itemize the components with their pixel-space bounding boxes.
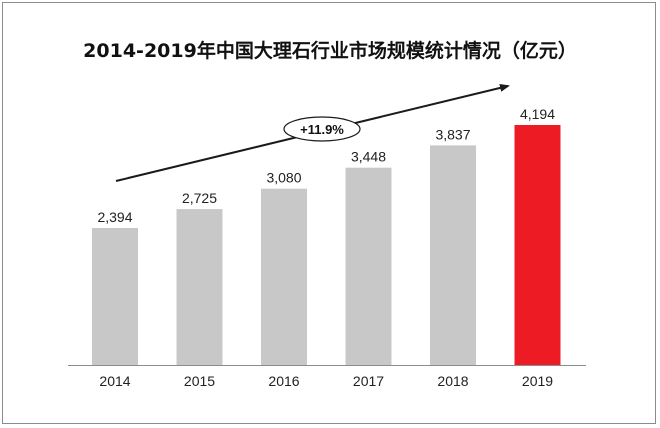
value-label-2018: 3,837	[435, 126, 470, 142]
bar-2016	[261, 188, 307, 365]
bar-2019	[514, 125, 561, 365]
value-label-2017: 3,448	[351, 149, 386, 165]
x-tick-2017: 2017	[353, 373, 384, 389]
value-label-2014: 2,394	[97, 209, 132, 225]
x-tick-2018: 2018	[437, 373, 468, 389]
bar-2015	[176, 209, 223, 365]
bar-2018	[430, 145, 476, 365]
x-tick-2015: 2015	[184, 373, 215, 389]
growth-badge	[283, 116, 361, 142]
x-tick-2014: 2014	[99, 373, 130, 389]
x-tick-2019: 2019	[522, 373, 553, 389]
chart-title: 2014-2019年中国大理石行业市场规模统计情况（亿元）	[83, 40, 577, 62]
x-tick-2016: 2016	[268, 373, 299, 389]
bar-2017	[345, 167, 392, 365]
value-label-2019: 4,194	[520, 106, 555, 122]
bar-2014	[92, 228, 138, 365]
growth-label: +11.9%	[300, 122, 344, 137]
value-label-2015: 2,725	[182, 190, 217, 206]
value-label-2016: 3,080	[266, 170, 301, 186]
